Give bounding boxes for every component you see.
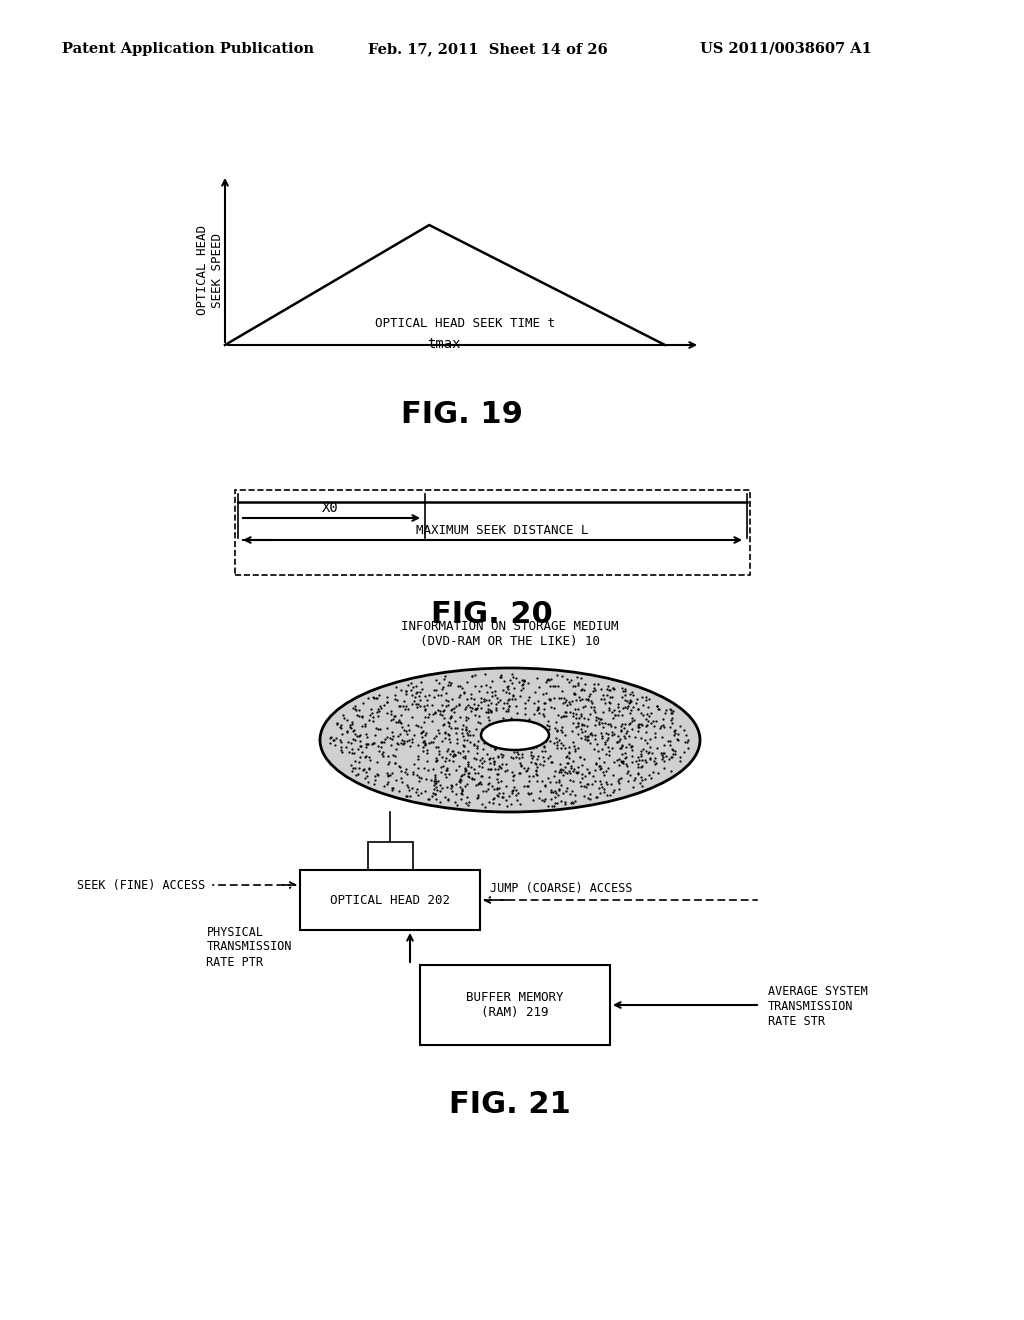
Text: JUMP (COARSE) ACCESS: JUMP (COARSE) ACCESS bbox=[490, 882, 633, 895]
Text: Feb. 17, 2011  Sheet 14 of 26: Feb. 17, 2011 Sheet 14 of 26 bbox=[368, 42, 608, 55]
Bar bbox=[368, 842, 413, 870]
Ellipse shape bbox=[319, 668, 700, 812]
Text: MAXIMUM SEEK DISTANCE L: MAXIMUM SEEK DISTANCE L bbox=[416, 524, 588, 537]
Text: US 2011/0038607 A1: US 2011/0038607 A1 bbox=[700, 42, 871, 55]
Text: AVERAGE SYSTEM
TRANSMISSION
RATE STR: AVERAGE SYSTEM TRANSMISSION RATE STR bbox=[768, 985, 867, 1028]
Text: OPTICAL HEAD 202: OPTICAL HEAD 202 bbox=[330, 894, 450, 907]
Text: SEEK (FINE) ACCESS: SEEK (FINE) ACCESS bbox=[77, 879, 205, 891]
Text: OPTICAL HEAD SEEK TIME t: OPTICAL HEAD SEEK TIME t bbox=[375, 317, 555, 330]
Bar bbox=[420, 965, 610, 1045]
Text: OPTICAL HEAD
SEEK SPEED: OPTICAL HEAD SEEK SPEED bbox=[196, 224, 224, 315]
Text: FIG. 20: FIG. 20 bbox=[431, 601, 553, 630]
Text: X0: X0 bbox=[322, 502, 338, 515]
Text: Patent Application Publication: Patent Application Publication bbox=[62, 42, 314, 55]
Text: FIG. 21: FIG. 21 bbox=[450, 1090, 570, 1119]
Bar bbox=[300, 870, 480, 931]
Text: INFORMATION ON STORAGE MEDIUM
(DVD-RAM OR THE LIKE) 10: INFORMATION ON STORAGE MEDIUM (DVD-RAM O… bbox=[401, 620, 618, 648]
Text: BUFFER MEMORY
(RAM) 219: BUFFER MEMORY (RAM) 219 bbox=[466, 991, 564, 1019]
Text: PHYSICAL
TRANSMISSION
RATE PTR: PHYSICAL TRANSMISSION RATE PTR bbox=[207, 925, 292, 969]
Text: tmax: tmax bbox=[427, 337, 461, 351]
Ellipse shape bbox=[481, 719, 549, 750]
Bar bbox=[234, 490, 750, 576]
Text: FIG. 19: FIG. 19 bbox=[401, 400, 523, 429]
